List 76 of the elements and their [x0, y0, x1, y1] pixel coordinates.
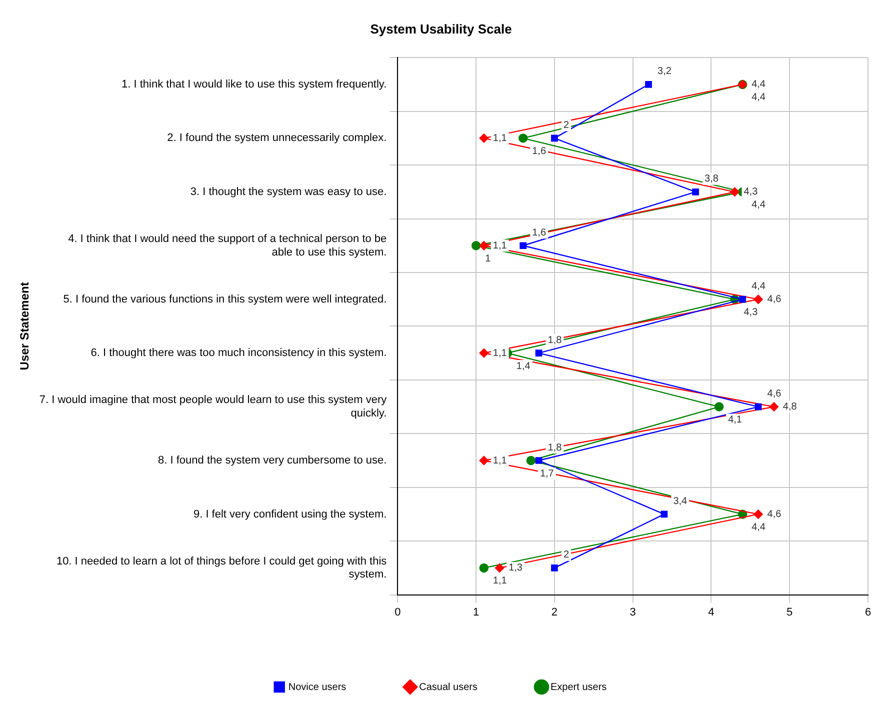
data-label: 4,4 [752, 79, 766, 90]
point [769, 402, 779, 412]
y-tick-label: 7. I would imagine that most people would learn to use this system very quickly. [39, 394, 388, 420]
point [479, 241, 489, 250]
y-tick-label: 6. I thought there was too much inconsistency in this system. [90, 347, 387, 360]
x-tick-label: 6 [864, 606, 872, 618]
point [660, 510, 668, 518]
point [535, 350, 542, 356]
data-label: 4,3 [744, 186, 758, 198]
point [479, 456, 489, 466]
data-label: 1,1 [492, 132, 508, 144]
point [754, 294, 763, 304]
x-tick-label: 4 [708, 606, 714, 618]
y-tick-label: 1. I think that I would like to use this system frequently. [122, 78, 387, 90]
data-label: 1,8 [548, 442, 562, 454]
data-label: 4,3 [744, 307, 758, 318]
y-tick-label: 5. I found the various functions in this system were well integrated. [63, 293, 387, 306]
data-label: 1,4 [516, 360, 531, 372]
point [551, 134, 558, 142]
data-label: 4,1 [728, 414, 742, 426]
data-label: 1,1 [492, 348, 508, 359]
y-axis-title: User Statement [18, 282, 32, 370]
point [518, 134, 528, 143]
x-tick-label: 5 [786, 606, 793, 618]
legend-label: Novice users [288, 682, 346, 693]
data-label: 4,4 [752, 281, 766, 292]
data-label: 1,6 [532, 227, 546, 238]
point [479, 348, 489, 358]
y-tick-label: 4. I think that I would need the support of a technical person to be able to use this system. [68, 233, 387, 258]
data-label: 3,4 [673, 496, 688, 507]
data-label: 2 [563, 120, 570, 131]
point [739, 296, 746, 303]
x-tick-label: 3 [630, 606, 636, 618]
point [714, 402, 724, 412]
y-tick-label: 8. I found the system very cumbersome to use. [158, 454, 387, 467]
data-label: 3,2 [658, 66, 672, 78]
data-label: 4,8 [782, 402, 798, 413]
data-label: 4,6 [767, 508, 782, 520]
data-label: 1 [485, 253, 492, 264]
x-tick-label: 2 [551, 606, 558, 618]
y-tick-label: 2. I found the system unnecessarily complex. [167, 132, 387, 144]
point [754, 510, 763, 519]
point [754, 403, 762, 410]
point [479, 563, 489, 573]
data-label: 3,8 [704, 174, 719, 185]
point [730, 187, 740, 196]
chart-title: System Usability Scale [370, 21, 512, 36]
point [494, 563, 504, 573]
data-label: 1,6 [532, 146, 546, 157]
data-label: 1,8 [548, 334, 562, 346]
point [535, 457, 542, 464]
y-tick-label: 10. I needed to learn a lot of things before I could get going with this system. [56, 555, 388, 581]
data-label: 4,4 [752, 92, 766, 104]
x-tick-label: 0 [394, 606, 401, 618]
data-label: 1,7 [540, 468, 554, 480]
data-label: 1,1 [492, 455, 508, 466]
point [479, 134, 489, 143]
data-label: 1,3 [508, 562, 523, 574]
data-label: 2 [563, 550, 570, 561]
data-label: 1,1 [492, 240, 508, 252]
point [526, 456, 536, 466]
point [692, 188, 699, 196]
data-label: 4,6 [767, 294, 782, 306]
data-label: 4,4 [752, 200, 766, 211]
data-label: 4,4 [752, 522, 766, 533]
data-label: 4,6 [767, 388, 782, 400]
point [471, 241, 481, 250]
point [520, 242, 527, 250]
legend-label: Casual users [419, 682, 478, 693]
point [551, 564, 558, 572]
point [645, 81, 652, 88]
legend-label: Expert users [550, 682, 607, 693]
data-label: 1,1 [492, 576, 508, 587]
y-tick-label: 9. I felt very confident using the system. [193, 508, 387, 520]
y-tick-label: 3. I thought the system was easy to use. [190, 186, 387, 198]
x-tick-label: 1 [473, 606, 480, 618]
